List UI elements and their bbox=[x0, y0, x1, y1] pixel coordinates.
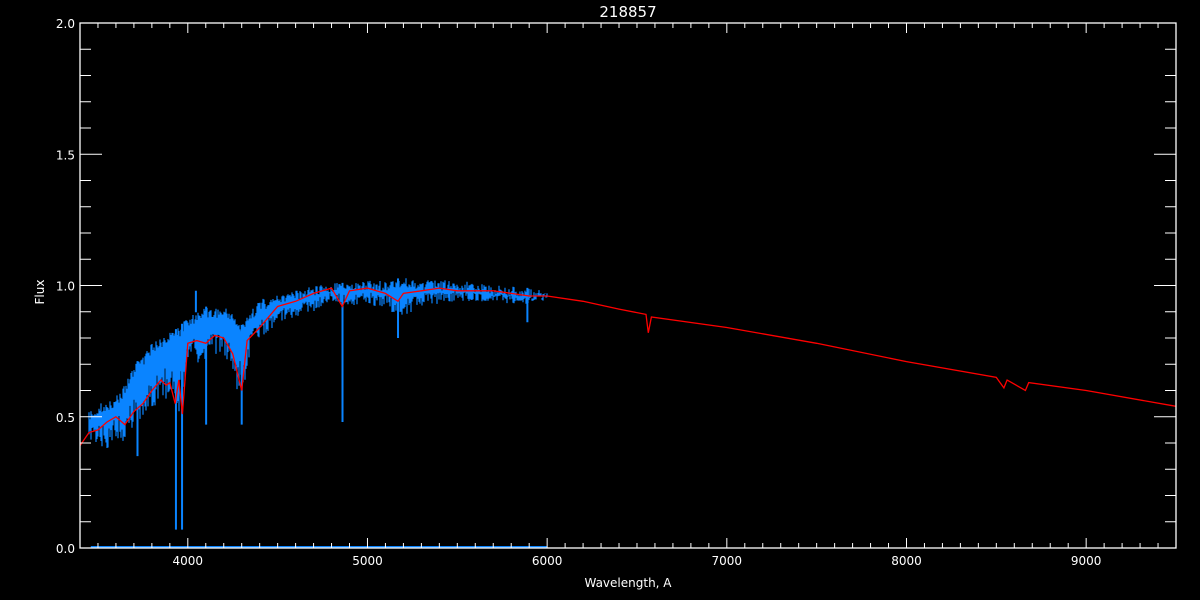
x-axis-label: Wavelength, A bbox=[584, 576, 672, 590]
observed-spectrum bbox=[88, 278, 548, 448]
y-axis-label: Flux bbox=[33, 280, 47, 305]
x-tick-label: 4000 bbox=[173, 554, 204, 568]
x-tick-label: 8000 bbox=[891, 554, 922, 568]
y-tick-label: 0.0 bbox=[56, 542, 75, 556]
x-tick-label: 5000 bbox=[352, 554, 383, 568]
y-tick-label: 2.0 bbox=[56, 17, 75, 31]
plot-frame bbox=[79, 22, 1177, 549]
x-tick-label: 6000 bbox=[532, 554, 563, 568]
model-spectrum bbox=[79, 287, 1177, 446]
x-tick-label: 9000 bbox=[1071, 554, 1102, 568]
x-tick-label: 7000 bbox=[712, 554, 743, 568]
chart-title: 218857 bbox=[599, 3, 656, 21]
y-tick-label: 1.0 bbox=[56, 280, 75, 294]
y-tick-label: 0.5 bbox=[56, 411, 75, 425]
y-tick-label: 1.5 bbox=[56, 148, 75, 162]
